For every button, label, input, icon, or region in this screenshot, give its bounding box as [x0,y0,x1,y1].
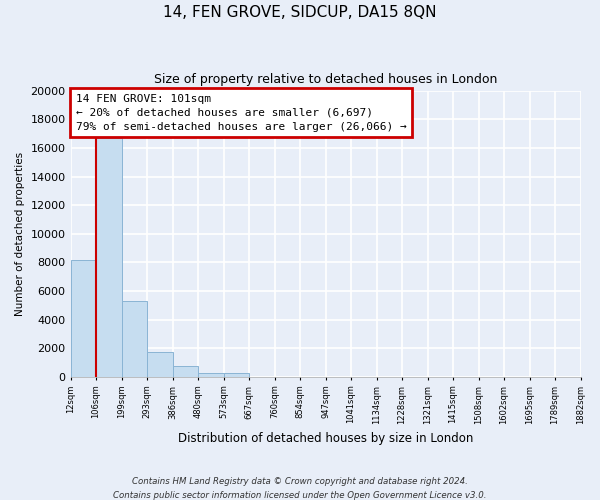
Bar [96,138,122,377]
Y-axis label: Number of detached properties: Number of detached properties [15,152,25,316]
Bar [122,301,147,377]
Text: 14, FEN GROVE, SIDCUP, DA15 8QN: 14, FEN GROVE, SIDCUP, DA15 8QN [163,5,437,20]
Bar [147,352,173,377]
Title: Size of property relative to detached houses in London: Size of property relative to detached ho… [154,72,497,86]
X-axis label: Distribution of detached houses by size in London: Distribution of detached houses by size … [178,432,473,445]
Text: 14 FEN GROVE: 101sqm
← 20% of detached houses are smaller (6,697)
79% of semi-de: 14 FEN GROVE: 101sqm ← 20% of detached h… [76,94,406,132]
Text: Contains HM Land Registry data © Crown copyright and database right 2024.
Contai: Contains HM Land Registry data © Crown c… [113,478,487,500]
Bar [224,373,249,377]
Bar [71,260,96,377]
Bar [173,366,198,377]
Bar [198,374,224,377]
